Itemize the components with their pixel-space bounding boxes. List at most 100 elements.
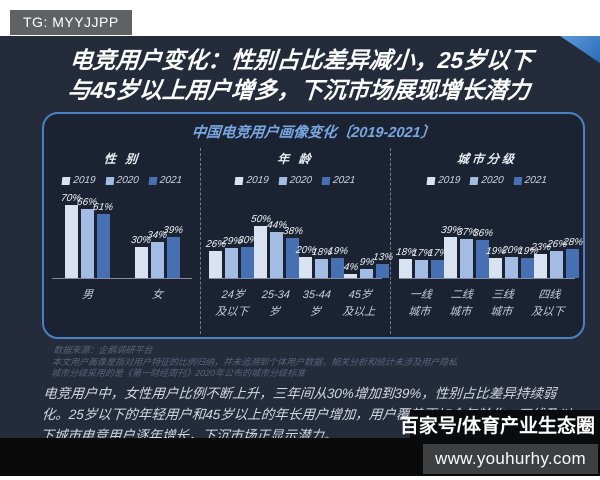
category-label-line: 及以上	[341, 306, 376, 318]
bar-group: 26% 29% 30%	[205, 235, 259, 278]
category-label-line: 岁	[268, 306, 281, 318]
legend-item-2019: 2019	[235, 174, 270, 187]
section-title-city-tier: 城市分级	[456, 152, 518, 166]
legend-item-2019: 2019	[426, 174, 461, 187]
watermark-strip: 百家号/体育产业生态圈	[400, 410, 600, 439]
category-label-line: 四线	[538, 289, 562, 301]
page-title-line1: 电竞用户变化：性别占比差异减小，25岁以下	[68, 47, 534, 73]
chart-sections: 性 别 2019 2020 2021 70% 66% 61% 30% 34% 39% 男女年 龄 20…	[44, 148, 583, 334]
bar-age-g0-2019: 26%	[205, 239, 227, 278]
category-label-line: 二线	[450, 289, 474, 301]
legend-swatch-icon	[105, 176, 114, 185]
source-line-3: 城市分级采用的是《第一财经周刊》2020年公布的城市分级标准	[50, 368, 306, 378]
category-label-line: 一线	[408, 289, 432, 301]
chart-section-age: 年 龄 2019 2020 2021 26% 29% 30% 50% 44% 38% 20% 18% 1…	[200, 148, 394, 334]
bar-age-g1-2020: 44%	[266, 220, 288, 278]
bar-age-g2-2021: 19%	[327, 246, 349, 278]
category-label-line: 及以下	[214, 306, 249, 318]
bar-city-tier-g0-2019: 18%	[395, 247, 416, 278]
tg-badge: TG: MYYJJPP	[10, 10, 132, 35]
bar-value-label: 13%	[372, 252, 394, 264]
category-label-line: 岁	[309, 306, 322, 318]
legend-swatch-icon	[235, 176, 245, 185]
legend-swatch-icon	[513, 176, 523, 185]
category-label-line: 35-44	[302, 289, 332, 301]
page-title: 电竞用户变化：性别占比差异减小，25岁以下 与45岁以上用户增多，下沉市场展现增…	[0, 45, 600, 105]
category-label: 女	[151, 287, 163, 304]
bar-gender-g1-2019: 30%	[130, 235, 152, 278]
category-label-line: 25-34	[261, 289, 291, 301]
bar-group: 70% 66% 61%	[60, 193, 114, 278]
category-label-line: 城市	[407, 306, 431, 318]
data-source-note: 数据来源：企鹅调研平台 本文用户画像是指对用户特征的比例归纳，并未追溯到个体用户…	[50, 345, 459, 380]
bar-value-label: 4%	[342, 261, 359, 273]
category-label-line: 男	[81, 289, 94, 301]
category-label: 35-44 岁	[300, 287, 331, 321]
page-title-line2: 与45岁以上用户增多，下沉市场展现增长潜力	[66, 77, 532, 103]
bar-value-label: 61%	[92, 201, 114, 213]
source-line-2: 本文用户画像是指对用户特征的比例归纳，并未追溯到个体用户数据，相关分析和统计未涉…	[51, 356, 458, 367]
section-title-age: 年 龄	[276, 152, 315, 166]
category-label: 45岁 及以上	[341, 287, 377, 321]
category-label: 25-34 岁	[260, 287, 291, 321]
bar-gender-g0-2019: 70%	[60, 193, 82, 278]
legend-label: 2019	[437, 175, 461, 186]
bar-group: 23% 26% 28%	[530, 237, 583, 278]
legend-swatch-icon	[321, 176, 331, 185]
category-label-line: 城市	[448, 306, 472, 318]
bar-city-tier-g0-2021: 17%	[427, 248, 448, 278]
content-card: 电竞用户变化：性别占比差异减小，25岁以下 与45岁以上用户增多，下沉市场展现增…	[0, 36, 600, 443]
bar-city-tier-g3-2020: 26%	[546, 239, 567, 278]
legend-item-2019: 2019	[61, 174, 97, 187]
category-label: 四线 及以下	[531, 287, 567, 321]
legend-swatch-icon	[61, 176, 71, 185]
bar-group: 39% 37% 36%	[440, 225, 493, 278]
bar-gender-g1-2020: 34%	[146, 230, 168, 278]
legend-label: 2020	[480, 175, 505, 186]
plot-area-gender: 70% 66% 61% 30% 34% 39%	[52, 192, 193, 279]
category-label-line: 及以下	[531, 306, 566, 318]
bar-age-g2-2019: 20%	[295, 245, 317, 278]
chart-panel-title: 中国电竞用户画像变化〔2019-2021〕	[190, 125, 436, 141]
section-title-gender: 性 别	[103, 152, 141, 166]
bar-group: 4% 9% 13%	[342, 252, 394, 278]
bar-value-label: 19%	[327, 246, 349, 258]
category-label-line: 三线	[491, 289, 515, 301]
legend-item-2020: 2020	[278, 174, 313, 187]
bar-age-g0-2021: 30%	[237, 235, 259, 278]
legend-swatch-icon	[426, 176, 436, 185]
bar-value-label: 38%	[282, 226, 304, 238]
category-label: 24岁 及以下	[214, 287, 250, 321]
category-label-line: 女	[151, 289, 164, 301]
legend-item-2020: 2020	[469, 174, 505, 187]
category-label: 男	[81, 287, 93, 304]
bar-city-tier-g0-2020: 17%	[411, 248, 432, 278]
legend-item-2020: 2020	[105, 174, 140, 187]
bar-gender-g1-2021: 39%	[162, 225, 184, 278]
category-labels: 一线 城市 二线 城市 三线 城市 四线 及以下	[399, 287, 575, 321]
legend-item-2021: 2021	[321, 174, 357, 187]
legend-gender: 2019 2020 2021	[43, 174, 201, 187]
bar-group: 20% 18% 19%	[295, 245, 349, 278]
bar-age-g1-2021: 38%	[282, 226, 304, 278]
bar-city-tier-g2-2019: 19%	[485, 246, 506, 278]
category-label: 二线 城市	[448, 287, 474, 321]
bar-value-label: 36%	[471, 228, 494, 240]
source-line-1: 数据来源：企鹅调研平台	[52, 345, 154, 355]
bar-city-tier-g2-2021: 19%	[517, 246, 538, 278]
legend-swatch-icon	[148, 176, 158, 185]
watermark-label: 百家号/体育产业生态圈	[399, 416, 595, 437]
legend-swatch-icon	[278, 176, 288, 185]
legend-age: 2019 2020 2021	[201, 174, 391, 187]
bar-age-g3-2020: 9%	[359, 257, 375, 278]
bar-city-tier-g1-2021: 36%	[472, 228, 493, 278]
legend-label: 2019	[72, 175, 97, 186]
legend-label: 2021	[332, 175, 357, 186]
chart-panel: 中国电竞用户画像变化〔2019-2021〕 性 别 2019 2020 2021 70%…	[42, 112, 585, 339]
legend-label: 2021	[159, 175, 183, 186]
category-label: 三线 城市	[490, 287, 515, 321]
category-labels: 男女	[52, 287, 192, 304]
bar-group: 18% 17% 17%	[395, 247, 448, 278]
chart-section-gender: 性 别 2019 2020 2021 70% 66% 61% 30% 34% 39% 男女	[44, 148, 200, 334]
